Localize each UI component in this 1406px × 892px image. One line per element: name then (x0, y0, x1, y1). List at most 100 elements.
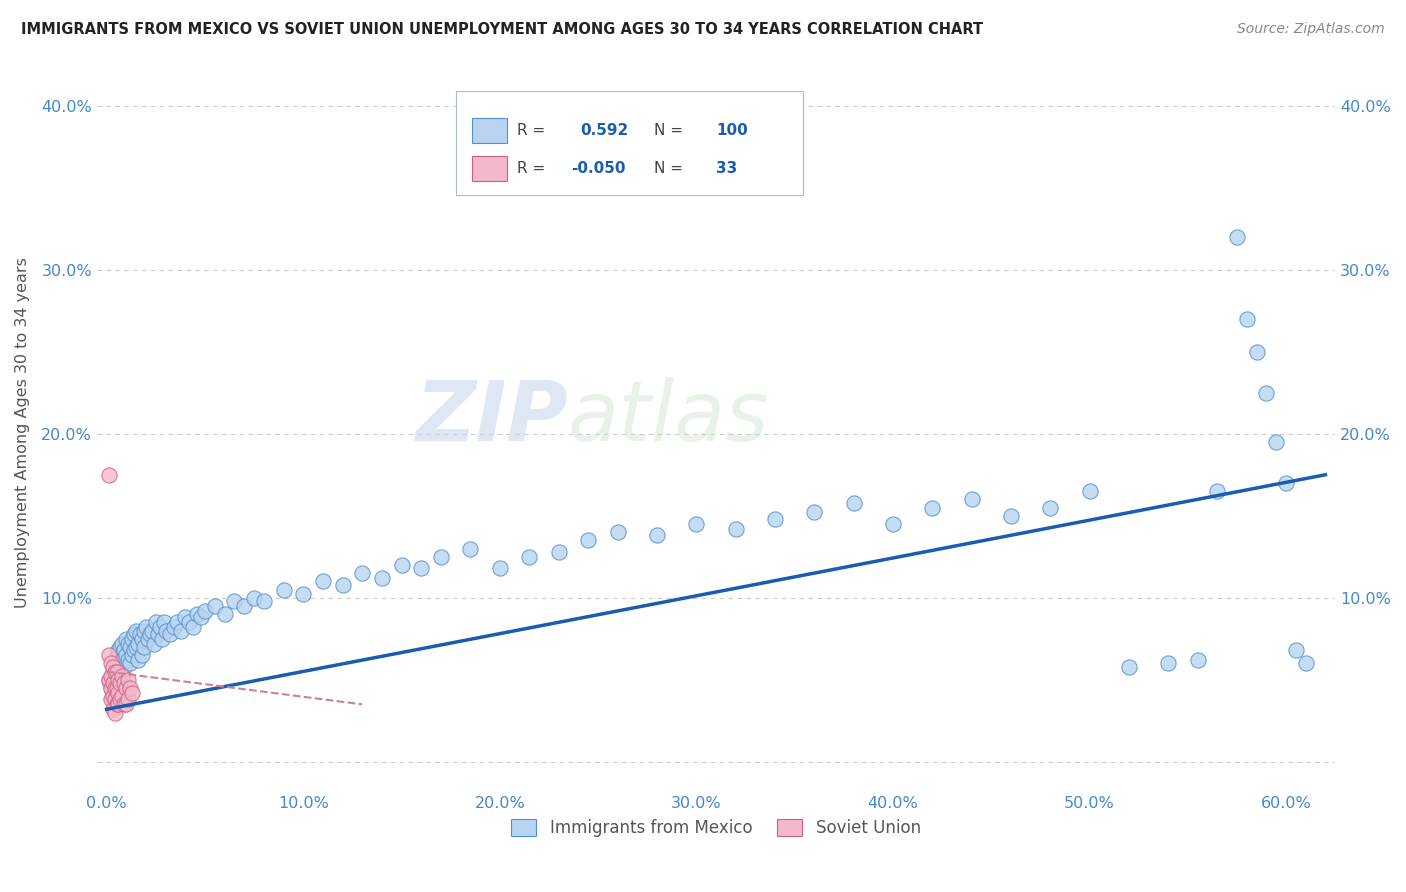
Point (960, 492, 983, 507)
Point (101, 702, 124, 716)
Point (1226, 230, 1249, 244)
Point (117, 692, 139, 706)
Point (179, 615, 201, 630)
Legend: Immigrants from Mexico, Soviet Union: Immigrants from Mexico, Soviet Union (505, 813, 928, 844)
Point (152, 615, 174, 630)
Point (430, 549, 453, 564)
Point (149, 620, 172, 634)
Point (803, 506, 825, 520)
Text: atlas: atlas (568, 377, 769, 458)
Point (1246, 344, 1268, 359)
Point (332, 577, 354, 591)
Point (921, 500, 943, 515)
Point (120, 681, 142, 695)
Point (273, 582, 295, 597)
Point (131, 632, 153, 646)
Point (115, 648, 138, 662)
Point (110, 692, 132, 706)
Point (101, 676, 124, 690)
Text: -0.050: -0.050 (571, 161, 626, 176)
Point (1295, 657, 1317, 671)
Text: ZIP: ZIP (415, 377, 568, 458)
Point (112, 659, 135, 673)
Text: 33: 33 (716, 161, 737, 176)
Point (576, 533, 599, 548)
Point (685, 516, 707, 531)
Point (146, 627, 169, 641)
Bar (472, 118, 506, 144)
Point (120, 657, 142, 671)
Point (107, 698, 129, 712)
Point (170, 624, 193, 638)
Point (131, 648, 153, 662)
Point (107, 673, 129, 687)
Point (110, 657, 132, 671)
Text: 0.592: 0.592 (579, 123, 628, 138)
Point (107, 643, 129, 657)
Point (243, 591, 266, 605)
Point (606, 525, 628, 540)
Y-axis label: Unemployment Among Ages 30 to 34 years: Unemployment Among Ages 30 to 34 years (15, 257, 30, 607)
Point (125, 640, 148, 654)
Point (190, 610, 212, 624)
Point (122, 627, 145, 641)
Point (101, 665, 124, 679)
Point (115, 681, 138, 695)
Point (194, 604, 217, 618)
Point (1157, 657, 1180, 671)
Point (103, 657, 125, 671)
Point (1265, 434, 1288, 449)
Point (371, 571, 394, 585)
Point (103, 706, 125, 720)
Point (159, 627, 181, 641)
Point (112, 643, 135, 657)
Point (105, 648, 128, 662)
Point (181, 620, 204, 634)
Point (1256, 385, 1278, 400)
Point (135, 620, 157, 634)
Point (411, 561, 433, 575)
Point (142, 637, 165, 651)
Point (111, 637, 134, 651)
Point (112, 698, 135, 712)
Point (352, 566, 374, 581)
Point (224, 594, 246, 608)
Point (186, 607, 208, 622)
Point (136, 632, 159, 646)
Text: 100: 100 (716, 123, 748, 138)
Point (107, 686, 129, 700)
Point (97, 467, 120, 482)
Point (115, 698, 138, 712)
Point (125, 624, 148, 638)
Point (115, 632, 138, 646)
Point (105, 665, 128, 679)
Point (97, 673, 120, 687)
Point (139, 627, 162, 641)
Point (1275, 475, 1298, 490)
Point (1039, 500, 1062, 515)
Point (391, 558, 413, 572)
Point (842, 496, 865, 510)
Point (127, 653, 149, 667)
Text: N =: N = (654, 161, 683, 176)
Text: Source: ZipAtlas.com: Source: ZipAtlas.com (1237, 22, 1385, 37)
Point (103, 692, 125, 706)
Point (166, 615, 188, 630)
Point (132, 624, 155, 638)
Point (111, 653, 134, 667)
Point (1206, 484, 1229, 499)
Point (103, 681, 125, 695)
Point (105, 698, 128, 712)
Point (97, 673, 120, 687)
Point (107, 659, 129, 673)
Point (1118, 659, 1140, 673)
Point (127, 637, 149, 651)
Point (214, 607, 236, 622)
Point (292, 587, 315, 601)
Point (174, 610, 197, 624)
FancyBboxPatch shape (456, 91, 803, 195)
Point (1236, 312, 1258, 326)
Point (150, 632, 173, 646)
Point (103, 673, 125, 687)
Point (547, 545, 569, 559)
